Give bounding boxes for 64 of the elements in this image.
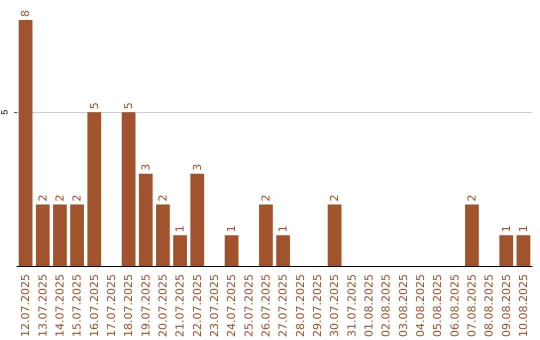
bar xyxy=(36,204,50,266)
x-tick-label: 27.07.2025 xyxy=(276,274,290,338)
data-label: 1 xyxy=(174,225,187,232)
data-label: 3 xyxy=(139,164,152,171)
bar xyxy=(138,174,153,266)
data-label: 5 xyxy=(122,102,136,110)
x-tick-label: 24.07.2025 xyxy=(225,274,238,338)
bar xyxy=(328,204,342,266)
data-label: 2 xyxy=(36,194,50,202)
data-label: 1 xyxy=(225,225,238,232)
data-label: 2 xyxy=(53,194,66,202)
x-tick-label: 02.08.2025 xyxy=(380,274,393,338)
bar xyxy=(499,235,514,266)
bar xyxy=(516,235,530,266)
x-tick-label: 19.07.2025 xyxy=(139,274,152,338)
x-tick-label: 28.07.2025 xyxy=(294,274,307,338)
bar xyxy=(156,204,170,266)
data-label: 5 xyxy=(88,102,101,110)
x-tick-label: 03.08.2025 xyxy=(396,274,410,338)
data-label: 2 xyxy=(70,194,84,202)
bar xyxy=(53,204,67,266)
x-tick-label: 08.08.2025 xyxy=(482,274,496,338)
bar xyxy=(122,112,136,266)
x-tick-label: 07.08.2025 xyxy=(465,274,478,338)
x-tick-label: 13.07.2025 xyxy=(36,274,50,338)
x-tick-label: 23.07.2025 xyxy=(208,274,221,338)
bar xyxy=(259,204,273,266)
bar xyxy=(190,174,204,266)
data-label: 1 xyxy=(500,225,513,232)
bar xyxy=(465,204,479,266)
data-label: 1 xyxy=(516,225,530,232)
x-tick-label: 15.07.2025 xyxy=(70,274,84,338)
x-tick-label: 12.07.2025 xyxy=(19,274,32,338)
data-label: 2 xyxy=(259,194,272,202)
x-tick-label: 21.07.2025 xyxy=(174,274,187,338)
x-tick-label: 22.07.2025 xyxy=(190,274,204,338)
x-tick-label: 29.07.2025 xyxy=(310,274,324,338)
bar xyxy=(173,235,187,266)
x-tick-label: 10.08.2025 xyxy=(516,274,530,338)
x-tick-label: 31.07.2025 xyxy=(345,274,358,338)
x-tick-label: 30.07.2025 xyxy=(328,274,342,338)
data-label: 8 xyxy=(19,10,32,17)
x-tick-label: 01.08.2025 xyxy=(362,274,376,338)
bar xyxy=(224,235,238,266)
x-tick-label: 05.08.2025 xyxy=(431,274,444,338)
x-tick-label: 18.07.2025 xyxy=(122,274,136,338)
x-tick-label: 20.07.2025 xyxy=(156,274,170,338)
data-label: 2 xyxy=(465,194,478,202)
x-tick-label: 04.08.2025 xyxy=(414,274,427,338)
x-tick-label: 26.07.2025 xyxy=(259,274,272,338)
data-label: 3 xyxy=(190,164,204,171)
x-tick-label: 25.07.2025 xyxy=(242,274,256,338)
bar xyxy=(87,112,102,266)
bar xyxy=(18,20,32,266)
data-label: 2 xyxy=(156,194,170,202)
bar xyxy=(70,204,84,266)
x-tick-label: 14.07.2025 xyxy=(53,274,66,338)
x-tick-label: 09.08.2025 xyxy=(500,274,513,338)
data-label: 2 xyxy=(328,194,342,202)
x-tick-label: 06.08.2025 xyxy=(448,274,462,338)
x-tick-label: 16.07.2025 xyxy=(88,274,101,338)
bar xyxy=(276,235,290,266)
x-tick-label: 17.07.2025 xyxy=(104,274,118,338)
data-label: 1 xyxy=(276,225,290,232)
